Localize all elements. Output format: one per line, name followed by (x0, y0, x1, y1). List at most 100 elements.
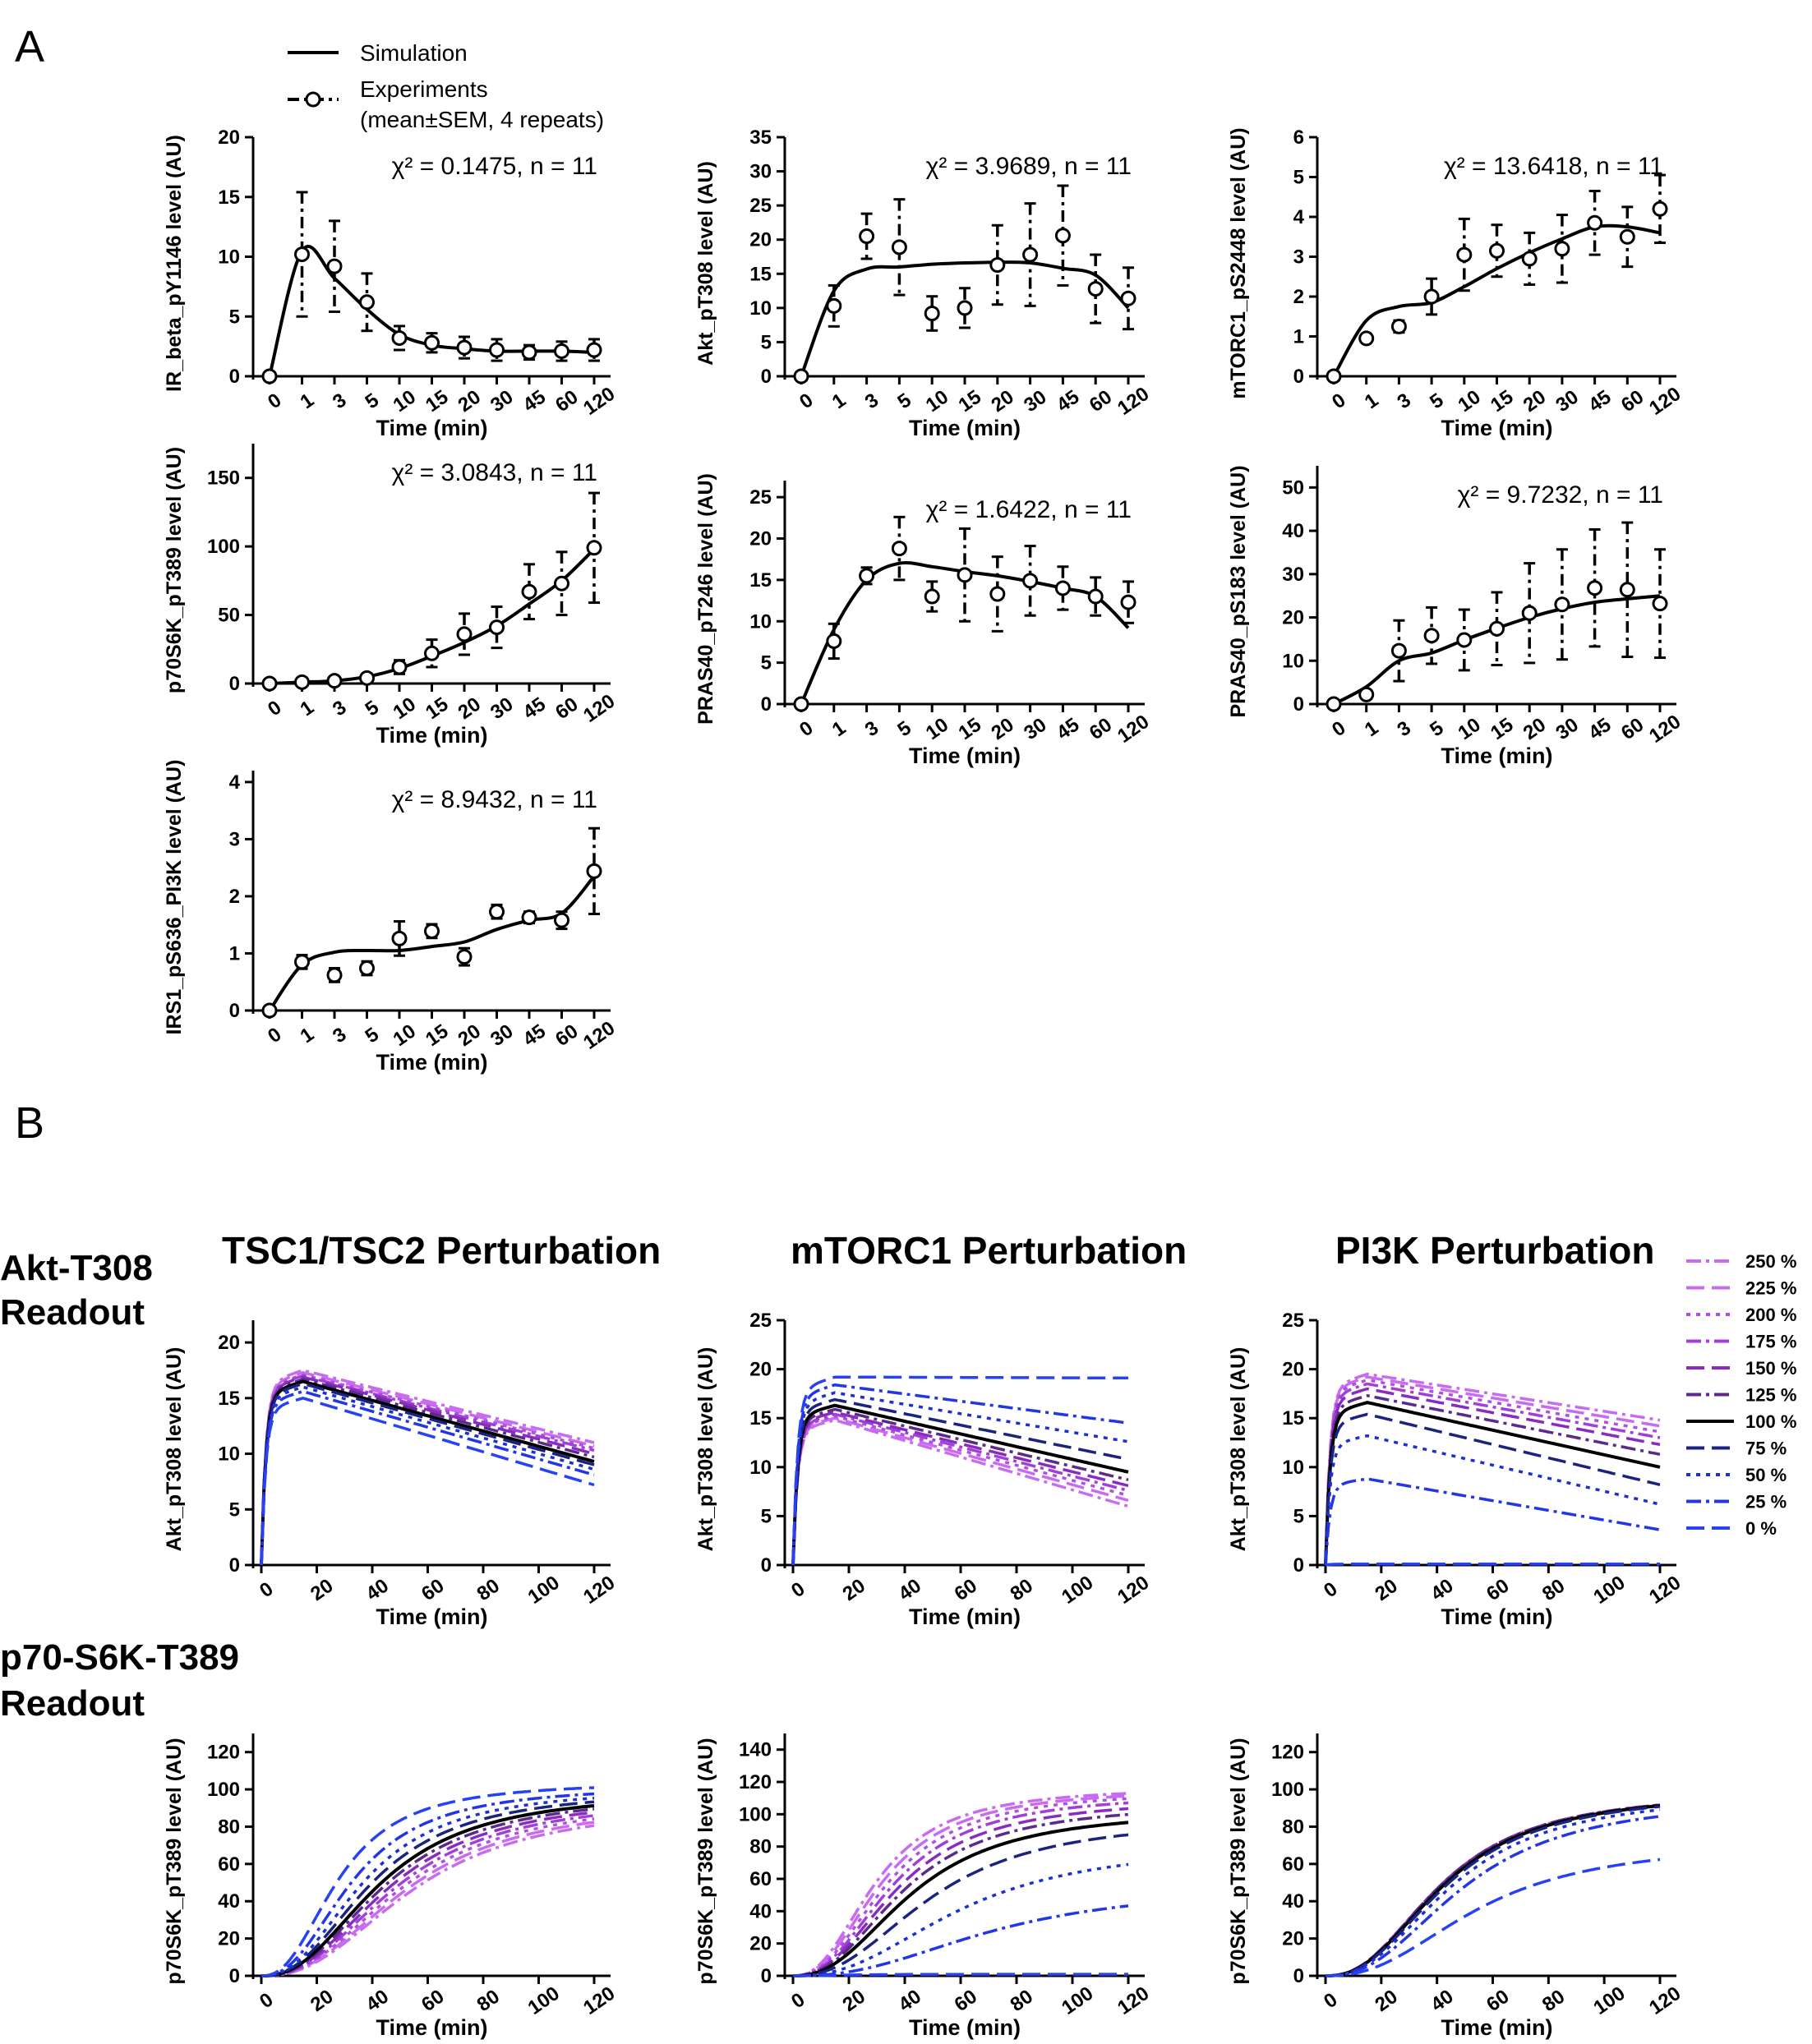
y-tick-label: 0 (229, 1965, 240, 1987)
fit-annotation: χ² = 0.1475, n = 11 (392, 153, 597, 180)
x-tick-label: 10 (1454, 714, 1484, 744)
y-tick-label: 15 (749, 1407, 772, 1429)
x-tick-label: 0 (795, 717, 817, 742)
x-tick-label: 10 (922, 714, 952, 744)
experiment-point (391, 930, 408, 946)
x-tick-label: 120 (1113, 1982, 1153, 2019)
y-tick-label: 5 (1293, 1505, 1304, 1527)
x-tick-label: 120 (579, 383, 619, 420)
experiment-point (456, 626, 473, 642)
x-tick-label: 0 (264, 697, 285, 721)
x-tick-label: 1 (1361, 717, 1382, 742)
experiment-point (391, 329, 408, 346)
x-tick-label: 1 (828, 389, 850, 414)
x-tick-label: 15 (955, 714, 985, 744)
series-line-200pct (1326, 1803, 1661, 1977)
x-tick-label: 3 (861, 389, 883, 414)
x-tick-label: 15 (955, 386, 985, 417)
x-tick-label: 0 (264, 1024, 285, 1048)
experiment-point (957, 300, 973, 316)
y-tick-label: 120 (1271, 1742, 1304, 1764)
x-tick-label: 60 (951, 1575, 981, 1605)
y-tick-label: 20 (1282, 607, 1304, 629)
x-tick-label: 1 (297, 389, 318, 414)
x-tick-label: 20 (1371, 1575, 1401, 1605)
series-line-50pct (261, 1796, 595, 1977)
y-tick-label: 25 (749, 195, 772, 217)
x-tick-label: 15 (1487, 386, 1517, 417)
fit-annotation: χ² = 13.6418, n = 11 (1444, 153, 1663, 180)
series-line-250pct (791, 1418, 1129, 1566)
y-tick-label: 100 (207, 536, 240, 558)
y-tick-label: 100 (739, 1803, 772, 1825)
legend-b: 250 % 225 % 200 % 175 % 150 % 125 % 100 % 75 % 5… (1686, 1251, 1796, 1539)
experiment-point (294, 954, 310, 970)
experiment-point (489, 904, 505, 920)
x-tick-label: 100 (524, 1982, 564, 2019)
y-tick-label: 150 (207, 467, 240, 490)
x-tick-label: 1 (297, 697, 318, 721)
experiment-point (521, 909, 537, 926)
series-line-125pct (1324, 1393, 1661, 1566)
experiment-point (261, 1002, 278, 1019)
experiment-point (359, 670, 375, 686)
series-line-200pct (260, 1373, 595, 1566)
series-line-125pct (791, 1407, 1129, 1566)
experiment-point (521, 344, 537, 361)
series-line-225pct (260, 1370, 595, 1566)
x-tick-label: 3 (329, 697, 350, 721)
series-line-200pct (261, 1817, 595, 1977)
experiment-point (1554, 241, 1570, 257)
x-tick-label: 30 (1552, 714, 1583, 744)
fit-annotation: χ² = 1.6422, n = 11 (926, 496, 1132, 523)
fit-annotation: χ² = 3.9689, n = 11 (926, 153, 1132, 180)
y-tick-label: 5 (761, 331, 772, 353)
x-tick-label: 0 (795, 389, 817, 414)
legend-b-label: 175 % (1745, 1332, 1796, 1352)
experiment-point (859, 228, 875, 245)
y-tick-label: 100 (207, 1779, 240, 1801)
x-tick-label: 80 (473, 1575, 504, 1605)
y-tick-label: 0 (761, 693, 772, 716)
x-tick-label: 30 (486, 1020, 517, 1051)
legend-simulation-label: Simulation (360, 40, 468, 66)
series-line-50pct (1324, 1434, 1661, 1566)
series-line-0pct (260, 1396, 595, 1566)
x-tick-label: 40 (1427, 1575, 1457, 1605)
series-line-175pct (1324, 1382, 1661, 1566)
fit-annotation: χ² = 9.7232, n = 11 (1458, 481, 1663, 509)
series-line-75pct (260, 1382, 595, 1566)
x-tick-label: 60 (1086, 714, 1116, 744)
y-tick-label: 10 (749, 297, 772, 320)
series-line-150pct (261, 1811, 595, 1977)
x-tick-label: 80 (1007, 1575, 1037, 1605)
legend-b-label: 225 % (1745, 1278, 1796, 1299)
experiment-point (424, 645, 440, 661)
x-tick-label: 3 (329, 389, 350, 414)
y-tick-label: 15 (218, 1388, 240, 1410)
experiment-point (924, 306, 940, 322)
y-tick-label: 4 (1293, 206, 1305, 228)
y-tick-label: 50 (218, 605, 240, 627)
y-tick-label: 80 (749, 1836, 772, 1858)
experiment-point (1390, 318, 1407, 334)
y-tick-label: 15 (1282, 1407, 1304, 1429)
column-title-pi3k: PI3K Perturbation (1335, 1229, 1655, 1272)
x-tick-label: 40 (895, 1986, 925, 2016)
legend-b-label: 50 % (1745, 1465, 1787, 1485)
column-title-mtorc1: mTORC1 Perturbation (791, 1229, 1187, 1272)
fit-annotation: χ² = 3.0843, n = 11 (392, 459, 597, 486)
simulation-curve (268, 244, 595, 377)
x-tick-label: 30 (1552, 386, 1583, 417)
y-tick-label: 2 (229, 886, 240, 908)
series-line-250pct (1326, 1803, 1661, 1977)
y-tick-label: 10 (218, 246, 240, 269)
legend-b-label: 100 % (1745, 1411, 1796, 1432)
legend-b-label: 250 % (1745, 1251, 1796, 1272)
y-tick-label: 0 (229, 1000, 240, 1022)
x-tick-label: 80 (1538, 1575, 1569, 1605)
chart-10: 0 20 40 60 80 100 120 0 20 40 60 80 100 120 Time (min)… (163, 1733, 619, 2040)
y-axis-label: IR_beta_pY1146 level (AU) (163, 135, 186, 392)
